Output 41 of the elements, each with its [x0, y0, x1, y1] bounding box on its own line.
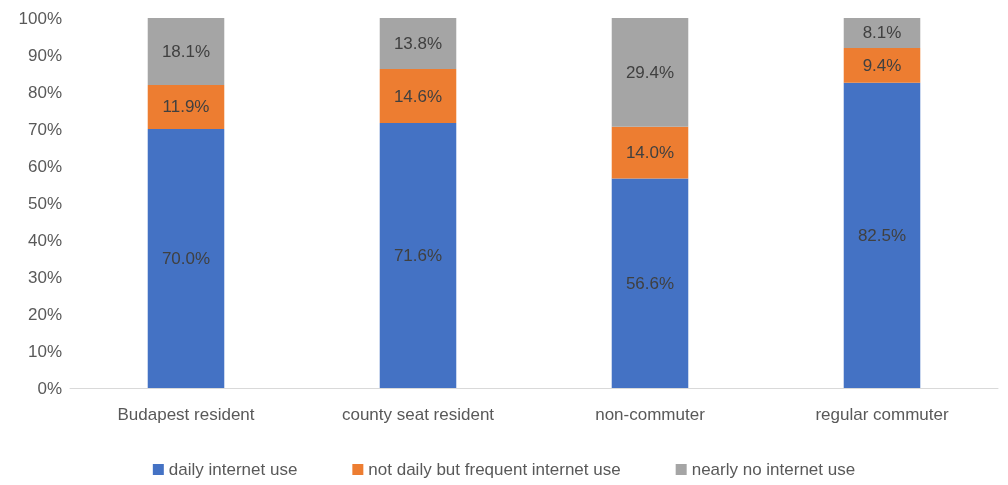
data-label: 13.8%	[393, 34, 443, 54]
data-label: 71.6%	[393, 246, 443, 266]
x-tick-label: county seat resident	[341, 405, 495, 424]
data-label: 29.4%	[625, 62, 675, 82]
y-tick-label: 20%	[27, 304, 62, 324]
bar	[147, 84, 225, 129]
legend-label: nearly no internet use	[691, 460, 856, 479]
y-tick-label: 50%	[27, 193, 62, 213]
x-tick-label: non-commuter	[595, 405, 706, 424]
data-label: 70.0%	[161, 249, 211, 268]
bar	[843, 82, 921, 388]
data-label: 14.0%	[625, 143, 675, 163]
data-label: 56.6%	[625, 273, 675, 293]
data-label: 8.1%	[862, 23, 902, 43]
x-tick-label: regular commuter	[815, 405, 949, 424]
y-tick-label: 40%	[27, 230, 62, 250]
bar	[611, 18, 689, 127]
y-tick-label: 100%	[18, 8, 62, 28]
bar	[611, 178, 689, 388]
y-tick-label: 60%	[27, 156, 62, 176]
bar	[147, 18, 225, 85]
bar	[843, 47, 921, 83]
x-tick-label: Budapest resident	[117, 405, 255, 424]
y-tick-label: 0%	[37, 378, 62, 398]
data-label: 11.9%	[162, 97, 210, 117]
bar	[379, 123, 457, 388]
data-label: 18.1%	[161, 41, 211, 61]
y-tick-label: 90%	[27, 45, 62, 65]
y-tick-label: 10%	[27, 341, 62, 361]
bar	[379, 18, 457, 70]
bar	[379, 69, 457, 124]
data-label: 9.4%	[862, 55, 902, 75]
data-label: 14.6%	[393, 86, 443, 106]
y-tick-label: 70%	[27, 119, 62, 139]
legend-label: not daily but frequent internet use	[368, 460, 621, 479]
y-tick-label: 80%	[27, 82, 62, 102]
bar	[147, 129, 225, 388]
bar	[611, 126, 689, 179]
legend-label: daily internet use	[168, 460, 298, 479]
data-label: 82.5%	[857, 225, 907, 245]
y-tick-label: 30%	[27, 267, 62, 287]
